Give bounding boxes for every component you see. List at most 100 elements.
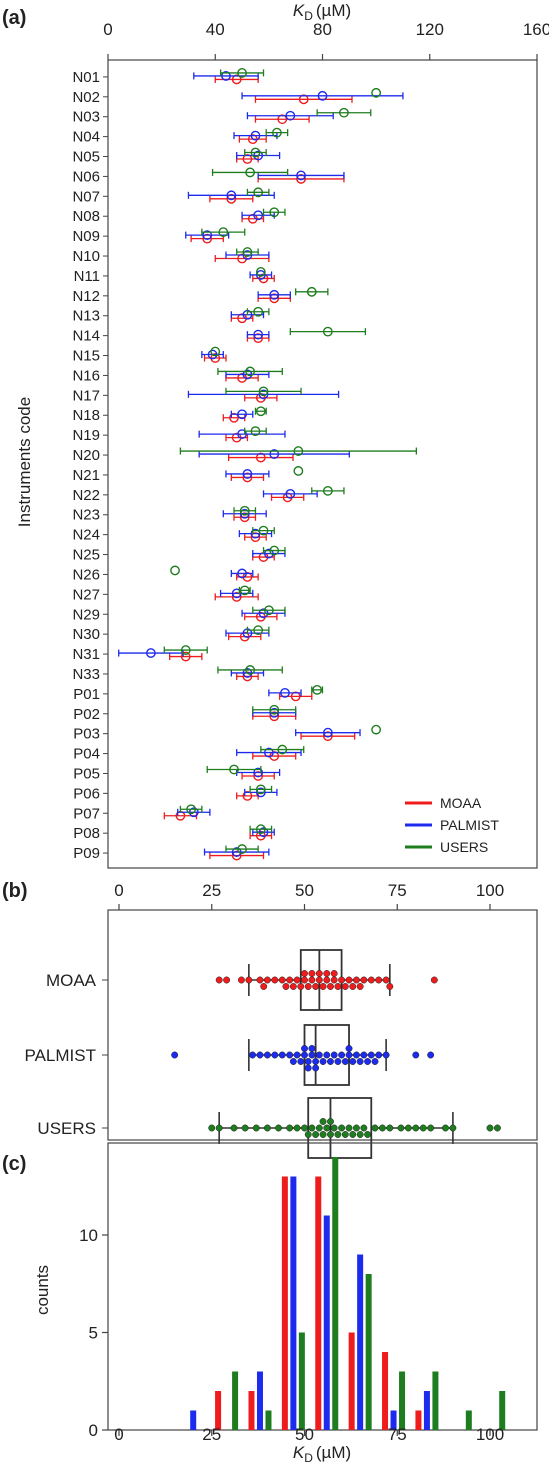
point-moaa bbox=[226, 193, 237, 204]
panel-b-xtick-label: 50 bbox=[295, 881, 314, 900]
panel-a-category-label: N15 bbox=[72, 348, 100, 365]
point-moaa bbox=[430, 976, 438, 984]
point-palmist bbox=[364, 1058, 372, 1065]
bar-palmist bbox=[323, 1215, 330, 1430]
point-users bbox=[364, 1131, 372, 1138]
point-users bbox=[170, 565, 180, 576]
point-palmist bbox=[258, 608, 269, 619]
bar-moaa bbox=[248, 1391, 255, 1430]
point-palmist bbox=[253, 329, 264, 340]
point-users bbox=[330, 1124, 338, 1132]
panel-a-category-label: N03 bbox=[72, 109, 100, 126]
point-users bbox=[229, 764, 239, 775]
point-palmist bbox=[258, 827, 269, 838]
point-users bbox=[269, 704, 280, 715]
panel-c-bars bbox=[190, 1157, 506, 1430]
point-palmist bbox=[330, 1051, 338, 1059]
point-palmist bbox=[297, 1058, 305, 1065]
point-palmist bbox=[253, 210, 264, 221]
point-users bbox=[449, 1124, 457, 1132]
bar-palmist bbox=[256, 1371, 263, 1430]
point-palmist bbox=[285, 488, 296, 499]
point-users bbox=[486, 1124, 494, 1132]
panel-b-frame bbox=[107, 909, 538, 1141]
point-moaa bbox=[323, 970, 331, 977]
point-palmist bbox=[250, 130, 261, 141]
point-palmist bbox=[304, 1058, 312, 1065]
point-palmist bbox=[242, 250, 253, 260]
panel-c-xtick-label: 100 bbox=[476, 1425, 504, 1444]
point-moaa bbox=[308, 970, 316, 977]
point-palmist bbox=[301, 1051, 308, 1059]
legend-label-palmist: PALMIST bbox=[440, 817, 499, 833]
panel-a-category-label: N19 bbox=[72, 427, 100, 444]
point-moaa bbox=[231, 74, 242, 85]
bar-users bbox=[298, 1332, 305, 1430]
bar-palmist bbox=[190, 1410, 197, 1430]
point-palmist bbox=[412, 1051, 420, 1059]
panel-a: (a) KD (µM) 0 40 80 120 160 N01N02N03N04N05N0… bbox=[2, 1, 549, 869]
point-palmist bbox=[258, 389, 269, 400]
point-moaa bbox=[290, 691, 301, 702]
panel-c: (c) 0 25 50 75 100 0 5 10 counts KD (µM) bbox=[2, 1142, 538, 1465]
point-moaa bbox=[260, 983, 268, 990]
point-palmist bbox=[280, 687, 290, 698]
panel-a-category-label: N12 bbox=[72, 288, 100, 305]
panel-a-xtick-label: 0 bbox=[103, 20, 112, 39]
point-users bbox=[319, 1118, 327, 1125]
point-users bbox=[239, 505, 250, 516]
point-users bbox=[308, 1124, 316, 1132]
point-users bbox=[230, 1124, 238, 1132]
point-moaa bbox=[319, 983, 327, 990]
point-moaa bbox=[349, 983, 357, 990]
bar-users bbox=[365, 1274, 372, 1430]
point-users bbox=[334, 1131, 342, 1138]
point-palmist bbox=[202, 230, 213, 241]
point-palmist bbox=[338, 1051, 346, 1059]
point-users bbox=[293, 446, 304, 456]
point-palmist bbox=[242, 668, 253, 678]
point-moaa bbox=[301, 970, 308, 977]
panel-a-xtick-label: 120 bbox=[416, 20, 444, 39]
point-moaa bbox=[322, 731, 333, 742]
panel-a-category-label: N05 bbox=[72, 149, 100, 166]
point-users bbox=[275, 1124, 282, 1132]
point-palmist bbox=[312, 1058, 320, 1065]
point-palmist bbox=[171, 1051, 179, 1059]
panel-c-xtick-label: 50 bbox=[295, 1425, 314, 1444]
panel-a-xticks: 0 40 80 120 160 bbox=[103, 20, 549, 60]
panel-a-category-label: N22 bbox=[72, 487, 100, 504]
point-moaa bbox=[223, 976, 231, 984]
panel-a-category-label: N31 bbox=[72, 646, 100, 663]
point-users bbox=[255, 824, 266, 835]
point-palmist bbox=[341, 1058, 349, 1065]
panel-a-category-label: N20 bbox=[72, 447, 100, 464]
panel-a-category-label: N07 bbox=[72, 188, 100, 205]
point-users bbox=[269, 207, 280, 218]
point-moaa bbox=[239, 512, 250, 523]
point-palmist bbox=[207, 349, 218, 360]
panel-c-ytick-label: 10 bbox=[79, 1226, 98, 1245]
panel-c-frame bbox=[107, 1142, 538, 1431]
panel-a-xaxis-title: KD (µM) bbox=[293, 1, 351, 23]
point-users bbox=[341, 1131, 349, 1138]
panel-b-category-label: MOAA bbox=[46, 971, 97, 990]
panel-a-category-label: N11 bbox=[74, 268, 100, 285]
bar-palmist bbox=[423, 1391, 430, 1430]
panel-a-category-label: N18 bbox=[72, 407, 100, 424]
panel-a-category-label: N17 bbox=[72, 387, 100, 404]
point-palmist bbox=[382, 1051, 390, 1059]
point-palmist bbox=[345, 1051, 353, 1059]
point-users bbox=[315, 1124, 323, 1132]
panel-c-yaxis-title: counts bbox=[33, 1265, 52, 1315]
legend-label-users: USERS bbox=[440, 839, 488, 855]
point-users bbox=[301, 1124, 308, 1132]
panel-c-ytick-label: 5 bbox=[89, 1324, 98, 1343]
point-users bbox=[371, 1124, 379, 1132]
point-palmist bbox=[278, 1051, 286, 1059]
point-moaa bbox=[202, 233, 213, 244]
point-moaa bbox=[334, 983, 342, 990]
point-users bbox=[253, 625, 264, 636]
panel-a-category-label: P04 bbox=[73, 746, 100, 763]
point-palmist bbox=[334, 1058, 342, 1065]
